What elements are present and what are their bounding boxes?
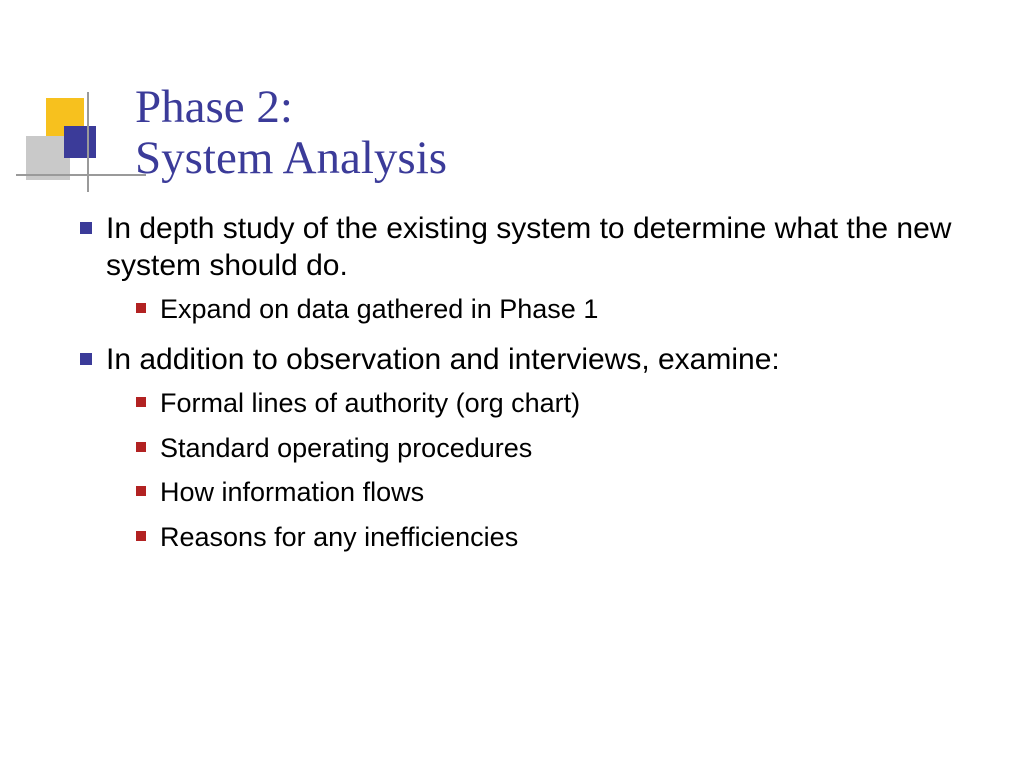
bullet-item: In addition to observation and interview…	[80, 341, 960, 554]
sub-bullet-item: Expand on data gathered in Phase 1	[136, 292, 960, 327]
bullet-text: In addition to observation and interview…	[106, 343, 780, 376]
sub-bullet-text: Standard operating procedures	[160, 433, 532, 463]
sub-bullet-item: Reasons for any inefficiencies	[136, 520, 960, 555]
sub-bullet-item: Standard operating procedures	[136, 431, 960, 466]
sub-bullet-text: How information flows	[160, 477, 424, 507]
sub-bullet-item: Formal lines of authority (org chart)	[136, 386, 960, 421]
sub-bullet-item: How information flows	[136, 475, 960, 510]
title-decoration	[16, 92, 146, 192]
slide-content: In depth study of the existing system to…	[80, 210, 960, 568]
sub-bullet-text: Expand on data gathered in Phase 1	[160, 294, 598, 324]
title-line-1: Phase 2:	[135, 82, 955, 133]
slide-title: Phase 2: System Analysis	[135, 82, 955, 184]
sub-bullet-text: Reasons for any inefficiencies	[160, 522, 518, 552]
bullet-item: In depth study of the existing system to…	[80, 210, 960, 327]
sub-bullet-text: Formal lines of authority (org chart)	[160, 388, 580, 418]
bullet-text: In depth study of the existing system to…	[106, 212, 951, 282]
title-line-2: System Analysis	[135, 133, 955, 184]
